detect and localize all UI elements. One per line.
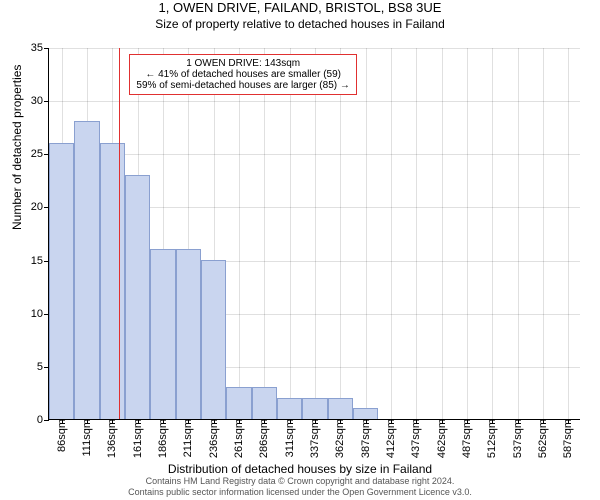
histogram-bar xyxy=(226,387,251,419)
xtick-label: 412sqm xyxy=(385,419,397,458)
chart-title: 1, OWEN DRIVE, FAILAND, BRISTOL, BS8 3UE xyxy=(0,0,600,15)
ytick-label: 25 xyxy=(31,148,49,160)
info-box-line: ← 41% of detached houses are smaller (59… xyxy=(136,69,349,80)
histogram-bar xyxy=(252,387,277,419)
xtick-label: 86sqm xyxy=(56,419,68,452)
info-box-line: 1 OWEN DRIVE: 143sqm xyxy=(136,58,349,69)
histogram-bar xyxy=(201,260,226,419)
histogram-bar xyxy=(353,408,378,419)
histogram-bar xyxy=(74,121,99,419)
xtick-label: 236sqm xyxy=(208,419,220,458)
histogram-bar xyxy=(277,398,302,419)
y-axis-label: Number of detached properties xyxy=(10,65,24,230)
histogram-bar xyxy=(302,398,327,419)
info-box-line: 59% of semi-detached houses are larger (… xyxy=(136,80,349,91)
xtick-label: 487sqm xyxy=(461,419,473,458)
gridline-v xyxy=(416,48,417,419)
xtick-label: 562sqm xyxy=(537,419,549,458)
ytick-label: 30 xyxy=(31,95,49,107)
gridline-v xyxy=(492,48,493,419)
footer-line: Contains HM Land Registry data © Crown c… xyxy=(0,476,600,487)
ytick-label: 20 xyxy=(31,201,49,213)
gridline-v xyxy=(264,48,265,419)
xtick-label: 362sqm xyxy=(334,419,346,458)
gridline-v xyxy=(290,48,291,419)
gridline-v xyxy=(366,48,367,419)
xtick-label: 136sqm xyxy=(106,419,118,458)
histogram-bar xyxy=(49,143,74,419)
gridline-v xyxy=(340,48,341,419)
footer-attribution: Contains HM Land Registry data © Crown c… xyxy=(0,476,600,498)
histogram-bar xyxy=(125,175,150,419)
xtick-label: 512sqm xyxy=(486,419,498,458)
gridline-v xyxy=(442,48,443,419)
xtick-label: 186sqm xyxy=(157,419,169,458)
ytick-label: 10 xyxy=(31,308,49,320)
histogram-bar xyxy=(328,398,353,419)
xtick-label: 211sqm xyxy=(182,419,194,457)
xtick-label: 337sqm xyxy=(309,419,321,458)
xtick-label: 111sqm xyxy=(81,419,93,457)
histogram-bar xyxy=(150,249,175,419)
plot-area: 0510152025303586sqm111sqm136sqm161sqm186… xyxy=(48,48,580,420)
xtick-label: 161sqm xyxy=(132,419,144,458)
footer-line: Contains public sector information licen… xyxy=(0,487,600,498)
xtick-label: 437sqm xyxy=(410,419,422,458)
gridline-v xyxy=(239,48,240,419)
gridline-v xyxy=(518,48,519,419)
xtick-label: 587sqm xyxy=(562,419,574,458)
gridline-v xyxy=(391,48,392,419)
xtick-label: 537sqm xyxy=(512,419,524,458)
gridline-v xyxy=(467,48,468,419)
x-axis-label: Distribution of detached houses by size … xyxy=(0,462,600,476)
ytick-label: 0 xyxy=(37,414,49,426)
xtick-label: 387sqm xyxy=(360,419,372,458)
ytick-label: 35 xyxy=(31,42,49,54)
xtick-label: 462sqm xyxy=(436,419,448,458)
histogram-bar xyxy=(100,143,125,419)
gridline-v xyxy=(315,48,316,419)
gridline-v xyxy=(568,48,569,419)
xtick-label: 311sqm xyxy=(284,419,296,457)
chart-subtitle: Size of property relative to detached ho… xyxy=(0,17,600,31)
xtick-label: 261sqm xyxy=(233,419,245,458)
histogram-bar xyxy=(176,249,201,419)
ytick-label: 5 xyxy=(37,361,49,373)
info-box: 1 OWEN DRIVE: 143sqm← 41% of detached ho… xyxy=(129,54,356,95)
ytick-label: 15 xyxy=(31,255,49,267)
gridline-v xyxy=(543,48,544,419)
marker-line xyxy=(119,48,120,419)
xtick-label: 286sqm xyxy=(258,419,270,458)
